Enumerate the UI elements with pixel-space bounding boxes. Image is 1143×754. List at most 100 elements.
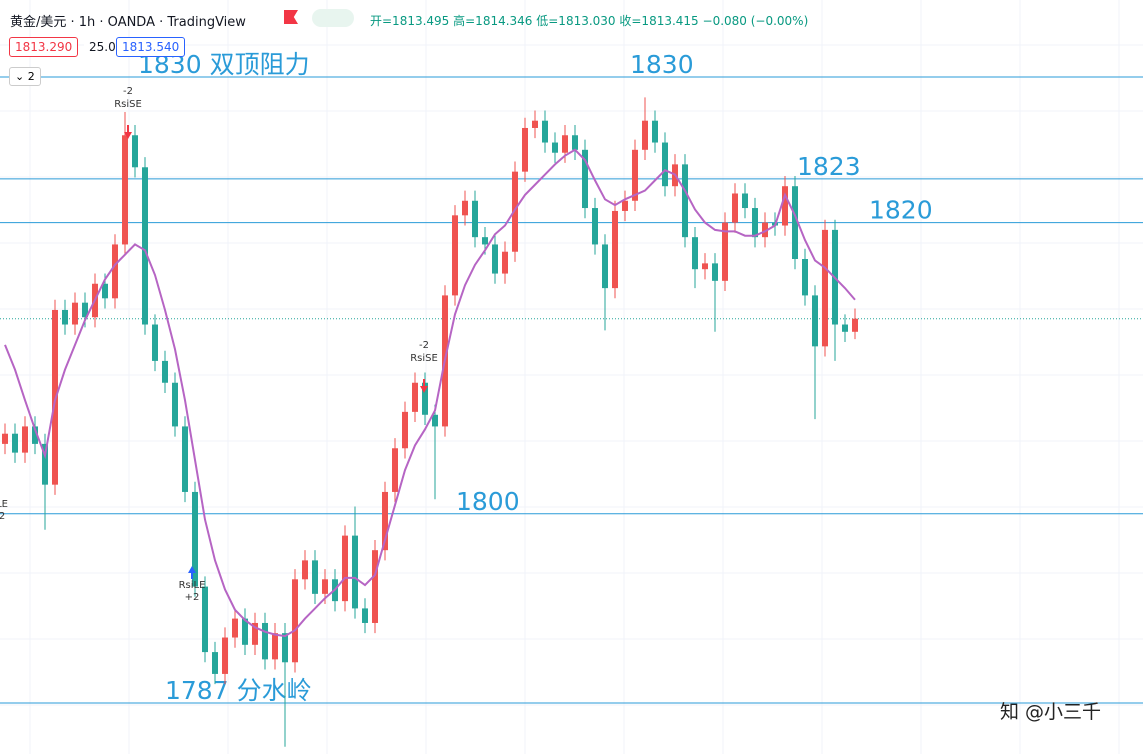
sell-box[interactable]: 1813.290 bbox=[9, 37, 79, 57]
candle-body bbox=[242, 618, 248, 645]
candle-body bbox=[652, 120, 658, 143]
candle-body bbox=[192, 491, 198, 587]
candle-body bbox=[532, 120, 538, 128]
candle-body bbox=[2, 433, 8, 444]
level-annotation: 1830 bbox=[630, 50, 694, 79]
candle-body bbox=[232, 618, 238, 638]
candle-body bbox=[452, 215, 458, 296]
candle-body bbox=[522, 127, 528, 172]
candle-body bbox=[102, 283, 108, 299]
indicator-count: 2 bbox=[27, 70, 35, 83]
signal-arrow bbox=[188, 566, 196, 579]
candle-body bbox=[472, 200, 478, 238]
candle-body bbox=[642, 120, 648, 150]
ohlc-values: 开=1813.495 高=1814.346 低=1813.030 收=1813.… bbox=[370, 14, 809, 28]
level-annotation: 1823 bbox=[797, 152, 861, 181]
candle-body bbox=[682, 164, 688, 238]
candle-body bbox=[602, 244, 608, 289]
candle-body bbox=[12, 433, 18, 453]
candle-body bbox=[822, 229, 828, 347]
candle-body bbox=[32, 426, 38, 444]
signal-count: 2 bbox=[0, 511, 5, 522]
candle-body bbox=[342, 535, 348, 602]
candle-body bbox=[462, 200, 468, 216]
candle-body bbox=[82, 302, 88, 318]
candle-body bbox=[402, 411, 408, 449]
candle-body bbox=[422, 382, 428, 415]
candle-body bbox=[182, 426, 188, 492]
candle-body bbox=[712, 263, 718, 281]
candle-body bbox=[792, 186, 798, 260]
candle-body bbox=[542, 120, 548, 143]
candle-body bbox=[782, 186, 788, 226]
watermark: 知 @小三千 bbox=[1000, 701, 1102, 723]
indicator-toggle[interactable]: ⌄ 2 bbox=[9, 67, 41, 86]
candle-body bbox=[252, 622, 258, 645]
symbol-title: 黄金/美元 · 1h · OANDA · TradingView bbox=[10, 15, 246, 30]
candle-body bbox=[562, 135, 568, 153]
candle-body bbox=[352, 535, 358, 609]
signal-arrow bbox=[420, 379, 428, 393]
candle-body bbox=[122, 135, 128, 245]
candle-body bbox=[852, 318, 858, 332]
signal-count: +2 bbox=[185, 592, 200, 603]
candle-body bbox=[482, 237, 488, 245]
buy-box[interactable]: 1813.540 bbox=[116, 37, 186, 57]
signal-arrow bbox=[124, 125, 132, 139]
candle-body bbox=[742, 193, 748, 209]
candle-body bbox=[62, 309, 68, 325]
candle-body bbox=[612, 210, 618, 289]
level-annotation: 1800 bbox=[456, 487, 520, 516]
candle-body bbox=[692, 237, 698, 270]
level-annotation: 1820 bbox=[869, 196, 933, 225]
signal-name: RsiSE bbox=[410, 353, 438, 364]
candle-body bbox=[22, 426, 28, 453]
candle-body bbox=[502, 251, 508, 274]
candle-body bbox=[172, 382, 178, 427]
candle-body bbox=[662, 142, 668, 187]
candle-body bbox=[492, 244, 498, 274]
flag-icon bbox=[284, 10, 298, 24]
candle-body bbox=[112, 244, 118, 299]
candle-body bbox=[412, 382, 418, 412]
candle-body bbox=[222, 637, 228, 674]
candle-body bbox=[802, 259, 808, 296]
candle-body bbox=[212, 652, 218, 674]
candle-body bbox=[432, 414, 438, 427]
candle-body bbox=[812, 295, 818, 347]
candle-body bbox=[42, 443, 48, 485]
candle-body bbox=[552, 142, 558, 153]
signal-count: -2 bbox=[123, 86, 133, 97]
candle-body bbox=[72, 302, 78, 325]
moving-average bbox=[4, 148, 856, 638]
candle-body bbox=[362, 608, 368, 623]
candle-body bbox=[512, 171, 518, 252]
spread-box: 25.0 bbox=[84, 38, 121, 56]
candle-body bbox=[202, 586, 208, 653]
candle-body bbox=[372, 550, 378, 623]
candle-body bbox=[262, 622, 268, 660]
candle-body bbox=[162, 360, 168, 383]
candle-body bbox=[132, 135, 138, 168]
candle-body bbox=[322, 579, 328, 594]
candle-body bbox=[272, 633, 278, 660]
status-pill[interactable] bbox=[312, 9, 354, 27]
signal-name: RsiLE bbox=[179, 580, 206, 591]
candle-body bbox=[572, 135, 578, 150]
candle-body bbox=[722, 222, 728, 281]
signal-count: -2 bbox=[419, 340, 429, 351]
candle-body bbox=[312, 560, 318, 594]
candle-body bbox=[382, 491, 388, 551]
candle-body bbox=[592, 208, 598, 245]
candle-body bbox=[292, 579, 298, 663]
candle-body bbox=[732, 193, 738, 223]
candle-body bbox=[762, 222, 768, 238]
candle-body bbox=[282, 633, 288, 663]
level-annotation: 1787 分水岭 bbox=[165, 676, 312, 705]
candle-body bbox=[632, 149, 638, 201]
candle-body bbox=[622, 200, 628, 211]
signal-name: LE bbox=[0, 499, 8, 510]
candle-body bbox=[842, 324, 848, 332]
